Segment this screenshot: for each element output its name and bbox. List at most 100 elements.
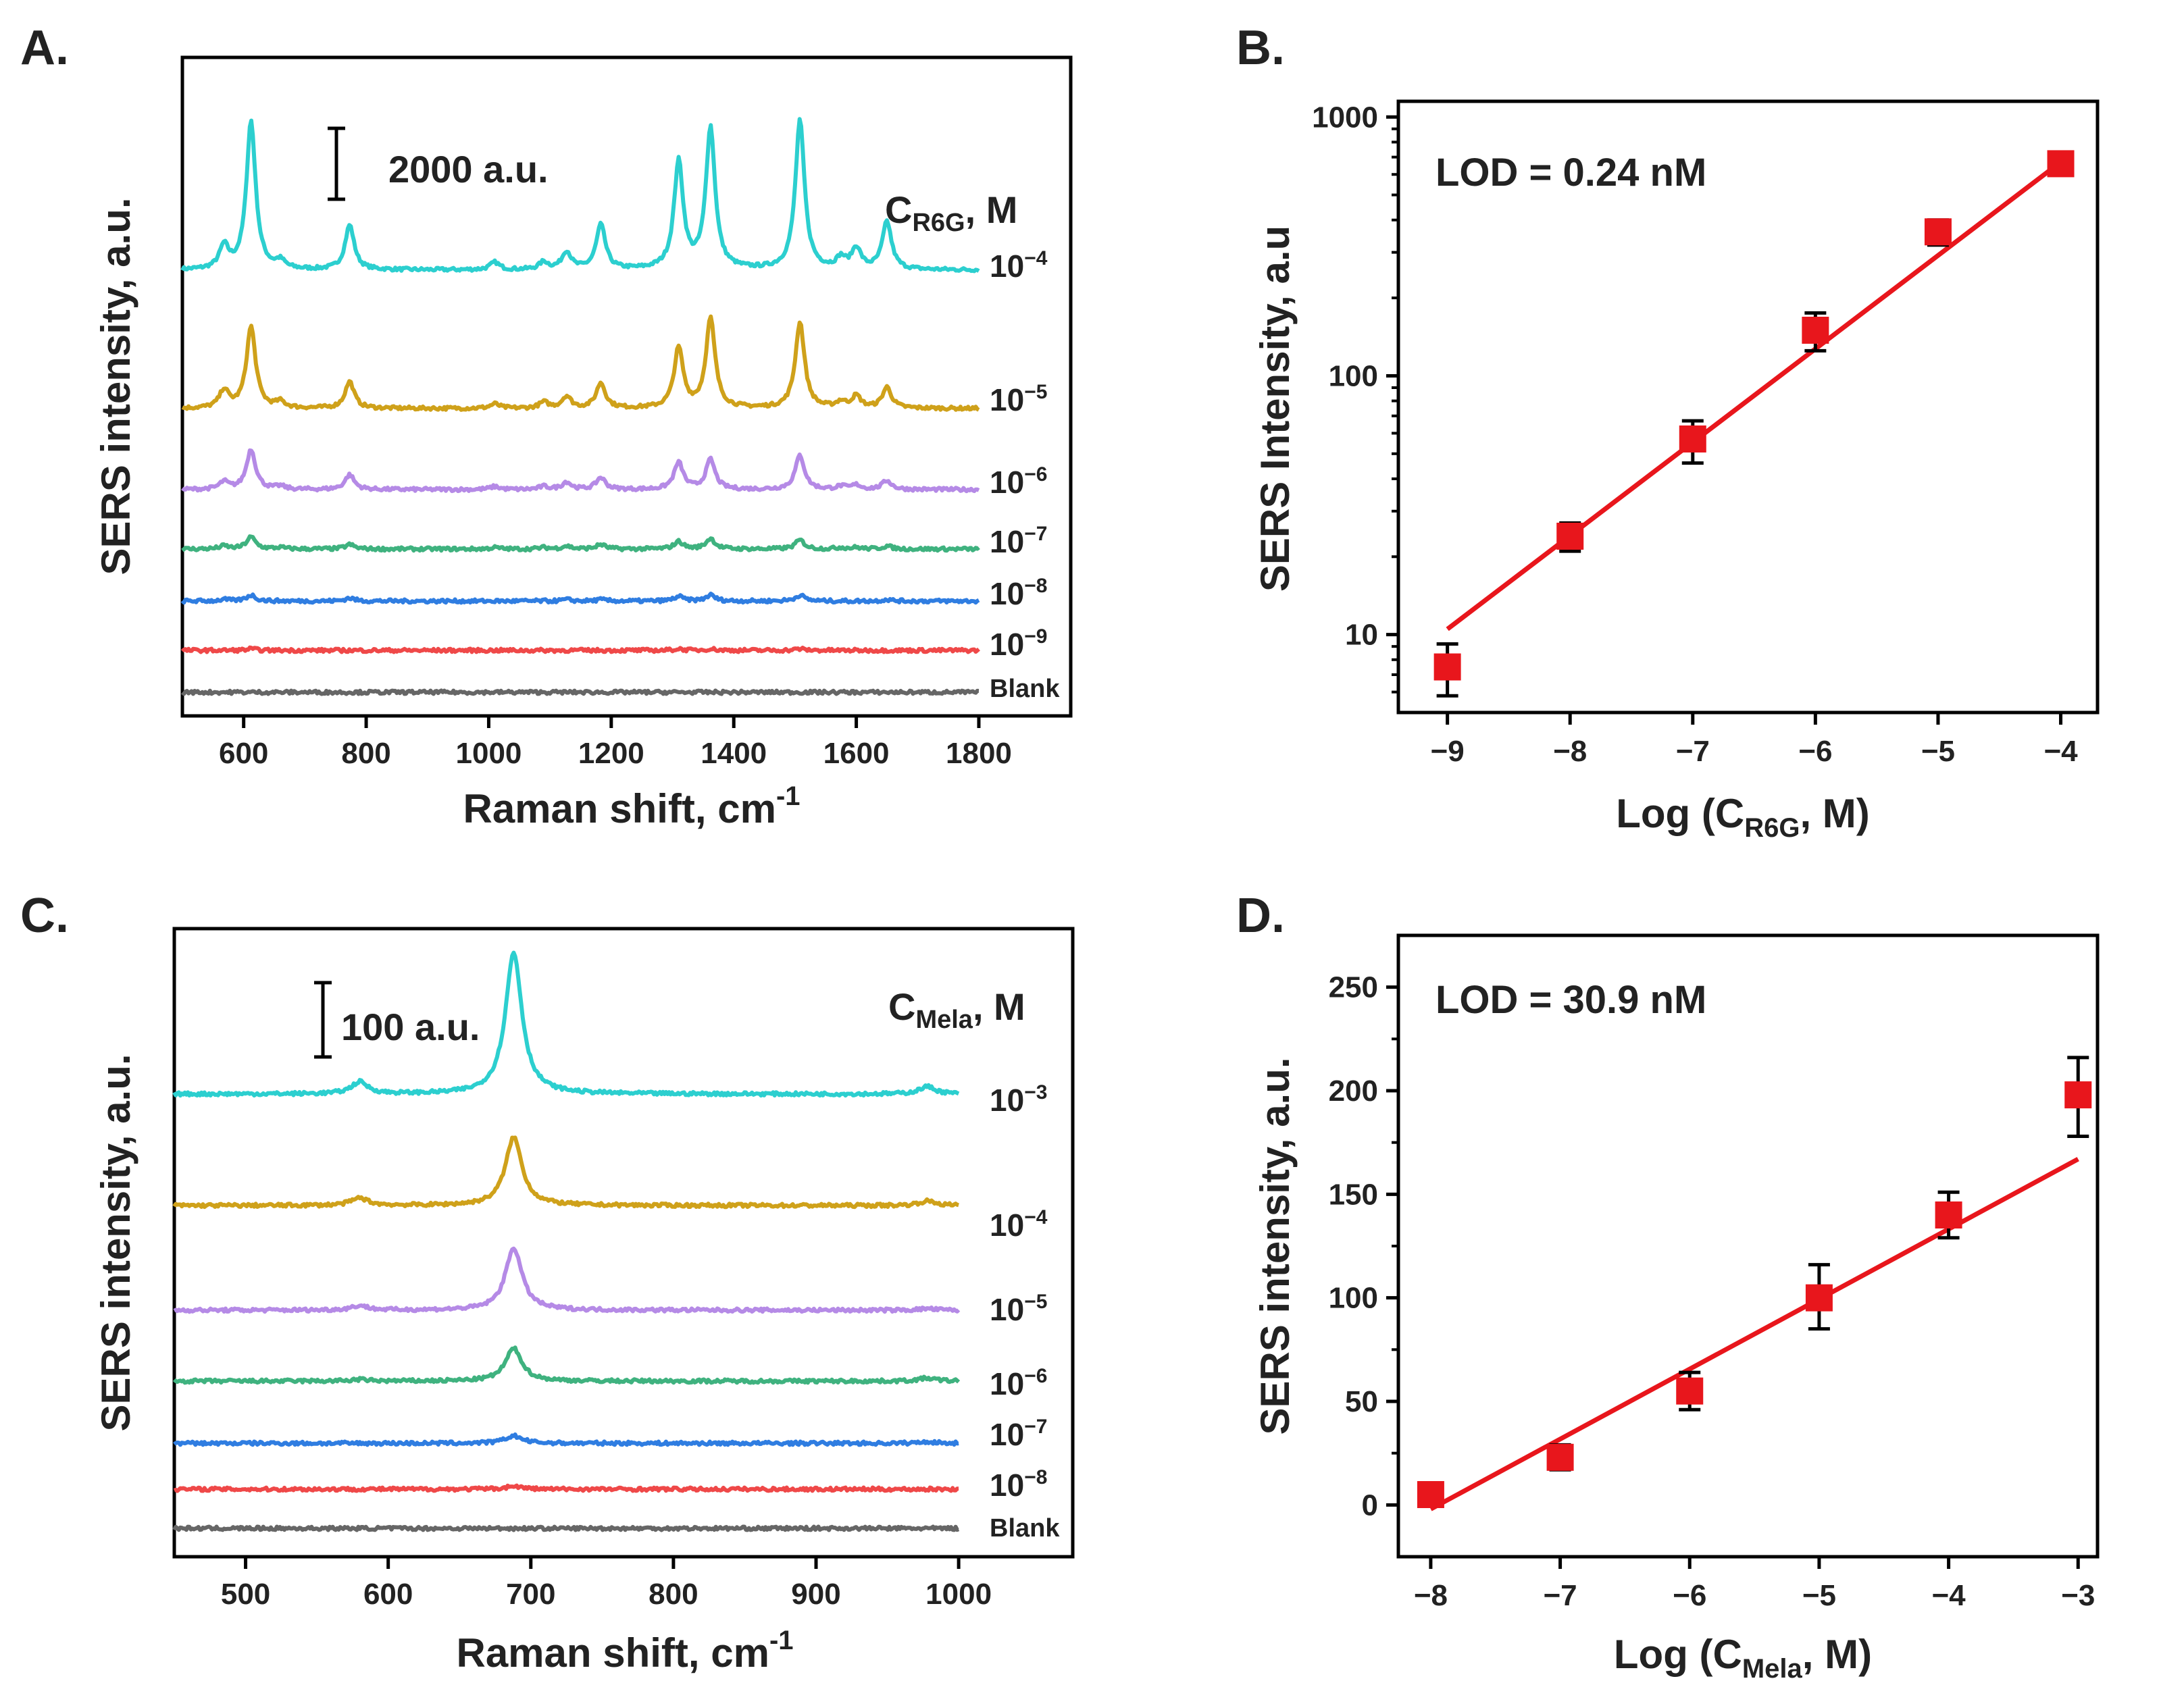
x-tick-label: 1400 (701, 737, 767, 770)
x-tick-label: 1000 (456, 737, 522, 770)
series-label: 10−4 (990, 247, 1048, 284)
data-point-marker (1417, 1481, 1444, 1508)
panel-a-scale-bar-label: 2000 a.u. (388, 148, 549, 190)
x-tick-label: 800 (649, 1578, 698, 1611)
spectrum-trace (180, 645, 980, 654)
panel-a-x-axis-label: Raman shift, cm-1 (463, 781, 800, 831)
series-label: 10−6 (990, 463, 1047, 500)
y-tick-label: 100 (1329, 359, 1378, 392)
data-point-marker (1802, 316, 1829, 344)
x-tick-label: −5 (1921, 735, 1955, 768)
y-tick-label: 100 (1329, 1282, 1378, 1315)
data-point-marker (1924, 218, 1952, 246)
series-label: 10−5 (990, 1291, 1047, 1327)
panel-d-ticks: −8 −7 −6 −5 −4 −3 0 50 100 150 200 250 (1329, 971, 2096, 1612)
data-point-marker (1556, 522, 1584, 550)
x-tick-label: 600 (363, 1578, 413, 1611)
panel-c-letter: C. (20, 889, 69, 943)
data-point-marker (1805, 1284, 1833, 1312)
panel-a-spectra (180, 117, 980, 696)
panel-a-plot-frame (180, 55, 1073, 718)
x-tick-label: −7 (1543, 1579, 1577, 1612)
panel-d-y-axis-label: SERS intensity, a.u. (1252, 1057, 1298, 1434)
panel-c-scale-bar-label: 100 a.u. (341, 1006, 480, 1048)
x-tick-label: −6 (1798, 735, 1832, 768)
panel-b-x-axis-label: Log (CR6G, M) (1616, 791, 1870, 843)
panel-d-lod-annotation: LOD = 30.9 nM (1436, 978, 1706, 1022)
data-point-marker (2064, 1081, 2092, 1109)
spectrum-trace (181, 314, 980, 412)
panel-b-plot-frame (1396, 99, 2100, 715)
x-tick-label: −6 (1673, 1579, 1706, 1612)
y-tick-label: 150 (1329, 1178, 1378, 1211)
x-tick-label: 1600 (823, 737, 890, 770)
linear-fit-line (1429, 1157, 2079, 1511)
series-label: 10−7 (990, 523, 1047, 559)
panel-a-letter: A. (20, 21, 69, 75)
spectrum-trace (180, 117, 980, 274)
data-point-marker (1935, 1201, 1962, 1228)
data-point-marker (1676, 1377, 1704, 1405)
panel-a-y-axis-label: SERS intensity, a.u. (93, 197, 138, 575)
x-tick-label: −5 (1802, 1579, 1836, 1612)
x-tick-label: 1200 (578, 737, 644, 770)
spectrum-trace (180, 592, 980, 605)
panel-c-spectra (172, 950, 961, 1532)
x-tick-label: −8 (1414, 1579, 1448, 1612)
panel-b-ticks: −9 −8 −7 −6 −5 −4 10 100 1000 (1312, 101, 2078, 768)
panel-a-legend-title: CR6G, M (885, 188, 1017, 237)
panel-b-data-points (1433, 150, 2075, 698)
y-tick-label: 250 (1329, 971, 1378, 1004)
panel-b-lod-annotation: LOD = 0.24 nM (1436, 151, 1706, 195)
x-tick-label: −7 (1676, 735, 1710, 768)
panel-c-x-axis-label: Raman shift, cm-1 (456, 1626, 793, 1676)
panel-c: C. 500 600 700 800 900 1000 10−310−410−510−61… (20, 889, 1075, 1676)
series-label: 10−7 (990, 1416, 1047, 1452)
panel-c-x-ticks: 500 600 700 800 900 1000 (221, 1557, 992, 1611)
panel-b-letter: B. (1236, 21, 1285, 75)
series-label: 10−9 (990, 625, 1047, 662)
panel-d-letter: D. (1236, 889, 1285, 943)
spectrum-trace (180, 688, 980, 696)
series-label: Blank (990, 1514, 1060, 1543)
panel-c-plot-frame (172, 927, 1075, 1559)
panel-d-data-points (1417, 1056, 2092, 1508)
x-tick-label: −8 (1553, 735, 1587, 768)
panel-b-fit-line (1446, 160, 2062, 631)
panel-b-y-axis-label: SERS Intensity, a.u (1252, 226, 1298, 592)
series-label: 10−8 (990, 1466, 1047, 1503)
spectrum-trace (173, 1483, 959, 1493)
x-tick-label: −4 (1931, 1579, 1966, 1612)
spectrum-trace (172, 1345, 961, 1385)
series-label: Blank (990, 675, 1060, 703)
x-tick-label: 900 (791, 1578, 840, 1611)
spectrum-trace (172, 950, 960, 1098)
panel-d-fit-line (1429, 1157, 2079, 1511)
x-tick-label: −4 (2043, 735, 2078, 768)
y-tick-label: 10 (1345, 619, 1378, 652)
linear-fit-line (1446, 160, 2062, 631)
spectrum-trace (172, 1135, 959, 1210)
data-point-marker (1433, 653, 1461, 681)
spectrum-trace (173, 1432, 959, 1447)
x-tick-label: 1000 (925, 1578, 992, 1611)
y-tick-label: 1000 (1312, 101, 1378, 134)
series-label: 10−5 (990, 381, 1047, 417)
spectrum-trace (181, 534, 980, 553)
y-tick-label: 0 (1362, 1489, 1378, 1522)
x-tick-label: −3 (2061, 1579, 2095, 1612)
series-label: 10−8 (990, 575, 1047, 611)
panel-d-x-axis-label: Log (CMela, M) (1614, 1632, 1872, 1684)
x-tick-label: 600 (219, 737, 268, 770)
x-tick-label: −9 (1431, 735, 1465, 768)
series-label: 10−6 (990, 1365, 1047, 1401)
data-point-marker (2047, 150, 2075, 178)
spectrum-trace (173, 1246, 961, 1314)
panel-b: B. −9 −8 −7 −6 −5 −4 10 100 1000 LOD = 0.24 nM L… (1236, 21, 2100, 843)
panel-a: A. 600 800 1000 1200 1400 1600 1800 10−410−510… (20, 21, 1073, 831)
data-point-marker (1546, 1443, 1574, 1471)
panel-d-plot-frame (1396, 933, 2100, 1559)
x-tick-label: 500 (221, 1578, 270, 1611)
series-label: 10−3 (990, 1081, 1047, 1118)
